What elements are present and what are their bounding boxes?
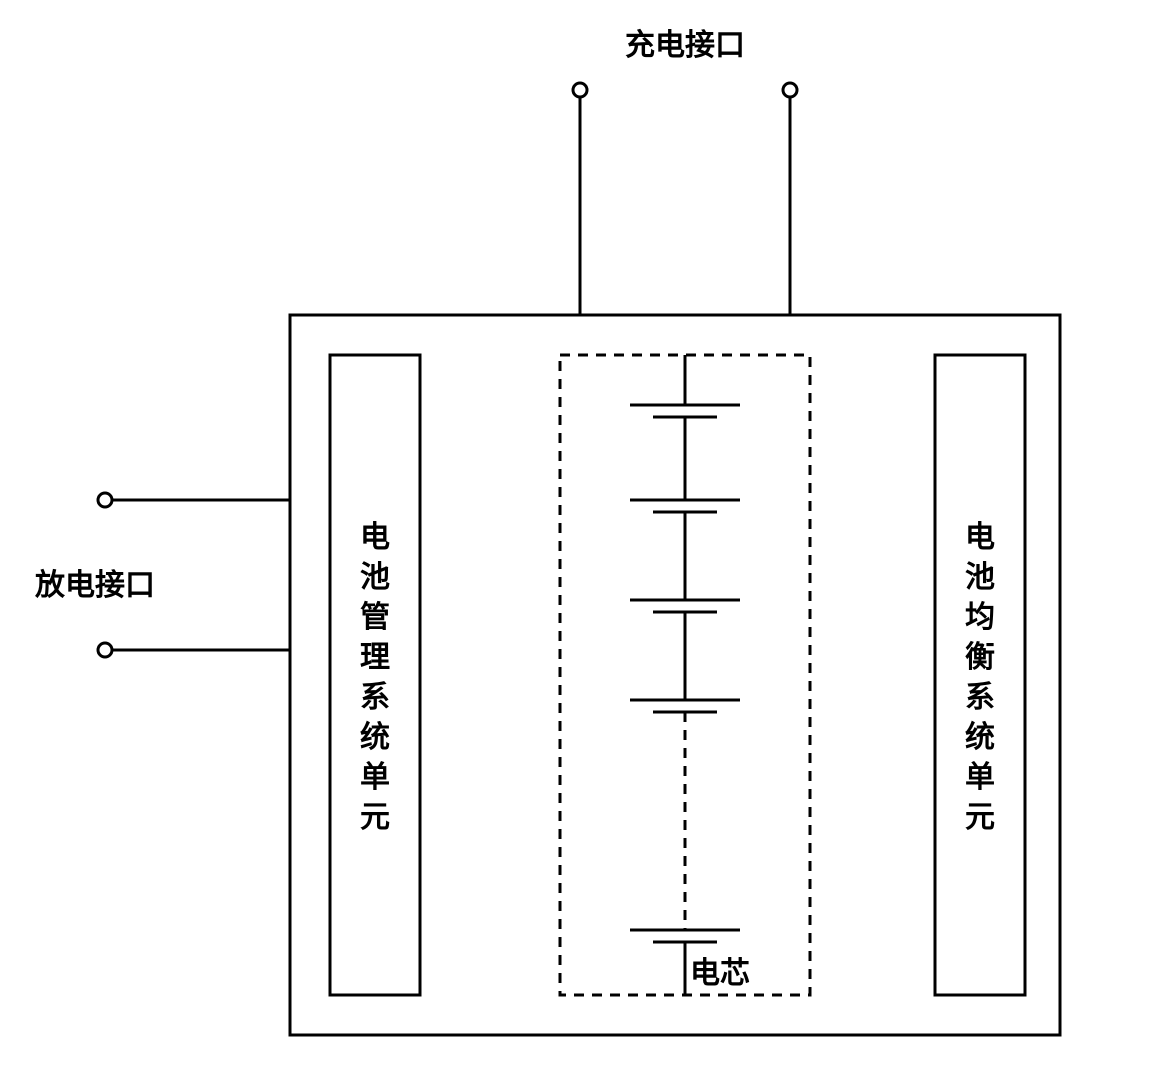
balance-unit-label-char-1: 池 — [965, 561, 995, 594]
bms-unit-label-char-4: 系 — [360, 681, 390, 714]
balance-unit-label-char-6: 单 — [965, 761, 995, 794]
balance-unit-label: 电池均衡系统单元 — [965, 521, 995, 834]
bms-unit-label-char-6: 单 — [360, 761, 390, 794]
balance-unit-label-char-3: 衡 — [965, 641, 995, 674]
cell-core-label: 电芯 — [690, 957, 750, 990]
charge-port-label: 充电接口 — [625, 29, 745, 62]
balance-unit-label-char-7: 元 — [965, 801, 995, 834]
discharge-port-label: 放电接口 — [34, 569, 155, 602]
bms-unit-box — [330, 355, 420, 995]
bms-unit-label-char-3: 理 — [360, 641, 390, 674]
balance-unit-label-char-4: 系 — [965, 681, 995, 714]
balance-unit-label-char-0: 电 — [965, 521, 995, 554]
balance-unit-box — [935, 355, 1025, 995]
balance-unit-label-char-5: 统 — [965, 720, 995, 754]
bms-unit-label-char-2: 管 — [360, 601, 390, 634]
bms-unit-label-char-5: 统 — [360, 720, 390, 754]
discharge-port-terminal-2 — [98, 643, 112, 657]
discharge-port-terminal-1 — [98, 493, 112, 507]
bms-unit-label-char-7: 元 — [360, 801, 390, 834]
balance-unit-label-char-2: 均 — [965, 601, 995, 634]
charge-port-terminal-2 — [783, 83, 797, 97]
bms-unit-label-char-1: 池 — [360, 561, 390, 594]
bms-unit-label: 电池管理系统单元 — [360, 521, 390, 834]
outer-enclosure — [290, 315, 1060, 1035]
charge-port-terminal-1 — [573, 83, 587, 97]
bms-unit-label-char-0: 电 — [360, 521, 390, 554]
